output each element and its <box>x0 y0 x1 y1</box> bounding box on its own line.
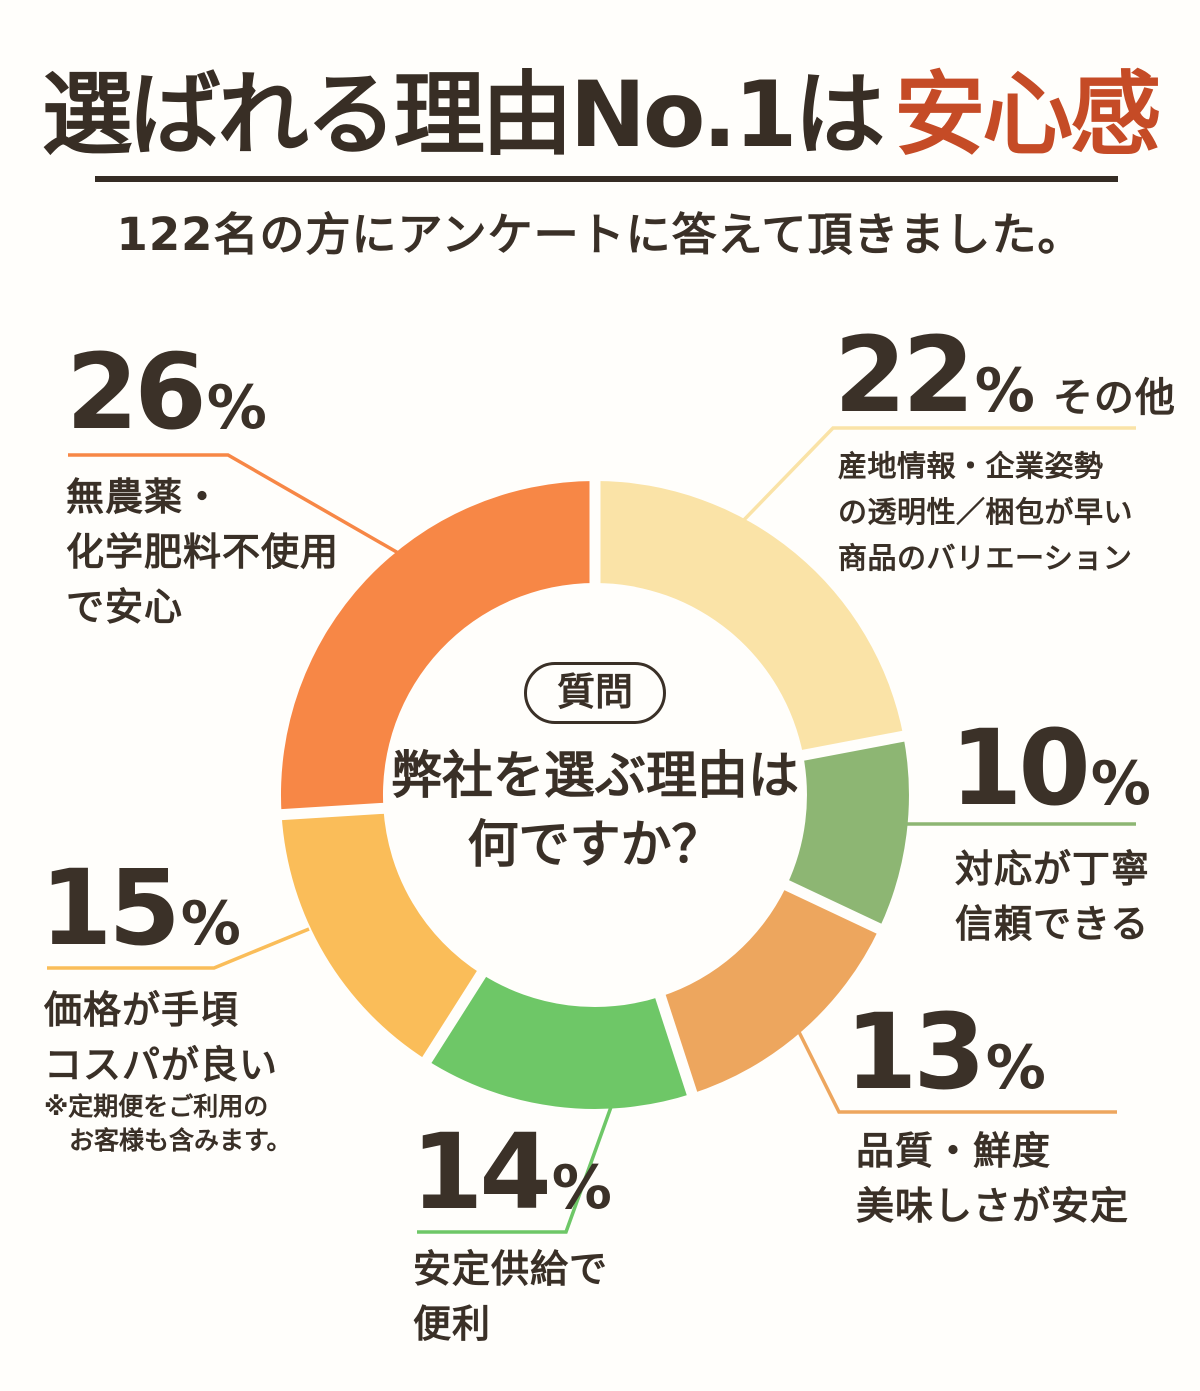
pct-label-10: 10% <box>950 716 1151 820</box>
seg-label-22: その他 <box>1052 375 1176 421</box>
percent-sign: % <box>974 356 1035 426</box>
page-title: 選ばれる理由No.1は 安心感 <box>0 70 1200 161</box>
seg-label-26-line3: で安心 <box>66 585 184 629</box>
title-underline <box>95 176 1118 182</box>
page-title-accent: 安心感 <box>894 63 1161 168</box>
donut-sectors <box>271 471 915 1109</box>
seg-label-10-line1: 対応が丁寧 <box>955 847 1151 891</box>
seg-label-13-line1: 品質・鮮度 <box>856 1129 1052 1173</box>
donut-segment-15pct <box>281 808 482 1061</box>
percent-sign: % <box>180 889 241 959</box>
donut-segment-13pct <box>660 885 880 1094</box>
callout-line-13pct <box>791 1019 1117 1114</box>
seg-label-26-line1: 無農薬・ <box>66 475 223 519</box>
callout-line-22pct <box>737 426 1136 527</box>
donut-gap <box>652 985 701 1105</box>
seg-label-13-line2: 美味しさが安定 <box>856 1184 1130 1228</box>
pct-value-13: 13 <box>845 991 986 1113</box>
seg-note-15-line2: お客様も含みます。 <box>69 1126 292 1155</box>
question-badge: 質問 <box>523 662 667 724</box>
seg-label-14: 安定供給で 便利 <box>413 1242 608 1352</box>
pct-value-10: 10 <box>950 707 1091 829</box>
percent-sign: % <box>206 373 267 443</box>
seg-label-10-line2: 信頼できる <box>955 902 1150 946</box>
seg-label-13: 品質・鮮度 美味しさが安定 <box>856 1124 1129 1234</box>
seg-label-15-line1: 価格が手頃 <box>44 988 240 1032</box>
seg-label-26: 無農薬・ 化学肥料不使用 で安心 <box>66 470 339 635</box>
seg-label-26-line2: 化学肥料不使用 <box>66 530 340 574</box>
seg-sublabel-22-line3: 商品のバリエーション <box>838 541 1133 575</box>
seg-label-14-line1: 安定供給で <box>413 1247 609 1291</box>
callout-line-15pct <box>47 927 310 970</box>
pct-value-14: 14 <box>411 1111 552 1233</box>
donut-gap <box>271 802 394 821</box>
pct-label-15: 15% <box>40 856 241 960</box>
callout-line-26pct <box>68 453 408 560</box>
seg-sublabel-22-line2: の透明性／梱包が早い <box>838 495 1134 529</box>
pct-value-15: 15 <box>40 847 181 969</box>
question-text: 弊社を選ぶ理由は 何ですか？ <box>245 742 945 880</box>
donut-gap <box>775 876 891 938</box>
percent-sign: % <box>985 1033 1046 1103</box>
pct-value-26: 26 <box>66 331 207 453</box>
callout-line-14pct <box>417 1106 613 1234</box>
seg-label-10: 対応が丁寧 信頼できる <box>955 842 1150 952</box>
donut-segment-26pct <box>280 481 595 815</box>
seg-label-14-line2: 便利 <box>413 1302 492 1346</box>
donut-segment-22pct <box>595 481 904 756</box>
question-line2: 何ですか？ <box>467 816 723 875</box>
pct-value-22: 22 <box>834 314 975 436</box>
pct-label-13: 13% <box>845 1000 1046 1104</box>
seg-sublabel-22-line1: 産地情報・企業姿勢 <box>838 449 1104 483</box>
donut-segment-10pct <box>786 736 909 929</box>
callout-lines <box>47 426 1136 1234</box>
seg-sublabel-22: 産地情報・企業姿勢 の透明性／梱包が早い 商品のバリエーション <box>838 443 1133 581</box>
question-line1: 弊社を選ぶ理由は <box>390 747 799 806</box>
pct-label-22: 22% その他 <box>834 323 1176 427</box>
donut-segment-14pct <box>426 974 692 1109</box>
percent-sign: % <box>551 1153 612 1223</box>
survey-subtitle: 122名の方にアンケートに答えて頂きました。 <box>116 208 1084 261</box>
percent-sign: % <box>1090 749 1151 819</box>
seg-note-15: ※定期便をご利用の お客様も含みます。 <box>44 1090 292 1158</box>
pct-label-26: 26% <box>66 340 267 444</box>
page-title-main: 選ばれる理由No.1は <box>41 63 886 168</box>
seg-label-15: 価格が手頃 コスパが良い <box>44 983 278 1093</box>
donut-gap <box>792 728 915 763</box>
pct-label-14: 14% <box>411 1120 612 1224</box>
donut-gap <box>416 962 492 1072</box>
seg-note-15-line1: ※定期便をご利用の <box>44 1092 269 1121</box>
seg-label-15-line2: コスパが良い <box>44 1043 279 1087</box>
